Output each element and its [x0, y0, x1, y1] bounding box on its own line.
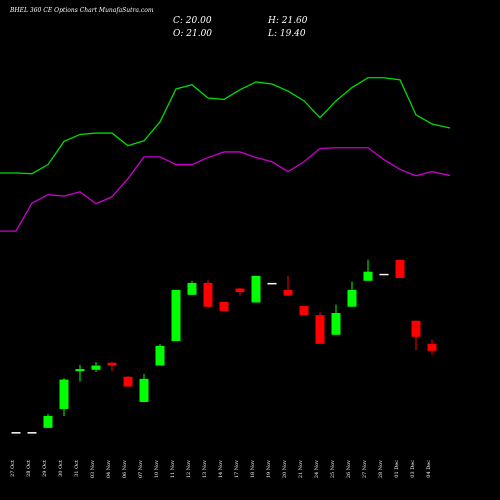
x-tick-label: 31 Oct [74, 460, 80, 477]
candle-body [331, 313, 341, 335]
x-tick-label: 13 Nov [202, 460, 208, 478]
x-tick-label: 28 Oct [26, 460, 32, 477]
candle-body [427, 343, 437, 351]
candle-body [139, 378, 149, 402]
candle-body [283, 289, 293, 296]
candle-body [203, 282, 213, 307]
candle-body [11, 432, 21, 434]
indicator-line [0, 147, 451, 232]
candle-body [379, 273, 389, 276]
ohlc-label: O: 21.00 [173, 29, 212, 39]
candle-body [43, 415, 53, 428]
x-tick-label: 18 Nov [250, 460, 256, 478]
x-tick-label: 17 Nov [234, 460, 240, 478]
ohlc-label: L: 19.40 [267, 29, 306, 39]
candle-body [251, 275, 261, 303]
candle-body [267, 282, 277, 285]
candle-body [299, 306, 309, 316]
x-tick-label: 20 Nov [282, 460, 288, 478]
x-tick-label: 29 Oct [42, 460, 48, 477]
candle-body [75, 369, 85, 372]
candle-body [411, 320, 421, 337]
candle-body [27, 432, 37, 434]
candle-body [59, 379, 69, 409]
candle-body [123, 376, 133, 387]
x-tick-label: 06 Nov [122, 460, 128, 478]
candle-body [363, 271, 373, 281]
x-tick-label: 14 Nov [218, 460, 224, 478]
x-tick-label: 19 Nov [266, 460, 272, 478]
x-tick-label: 28 Nov [378, 460, 384, 478]
candle-body [347, 289, 357, 307]
candle-body [91, 365, 101, 370]
x-tick-label: 04 Nov [106, 460, 112, 478]
x-tick-label: 25 Nov [330, 460, 336, 478]
ohlc-label: C: 20.00 [173, 16, 212, 26]
candle-body [235, 288, 245, 293]
candle-body [187, 282, 197, 295]
candle-body [107, 362, 117, 366]
x-tick-label: 01 Dec [394, 460, 400, 478]
x-tick-label: 27 Oct [10, 460, 16, 477]
x-tick-label: 07 Nov [138, 460, 144, 478]
x-tick-label: 03 Dec [410, 460, 416, 478]
x-tick-label: 10 Nov [154, 460, 160, 478]
candle-body [219, 301, 229, 311]
x-tick-label: 11 Nov [170, 460, 176, 478]
x-tick-label: 12 Nov [186, 460, 192, 478]
x-tick-label: 04 Dec [426, 460, 432, 478]
x-tick-label: 21 Nov [298, 460, 304, 478]
indicator-line [0, 77, 451, 175]
candle-body [171, 289, 181, 342]
x-tick-label: 26 Nov [346, 460, 352, 478]
x-tick-label: 24 Nov [314, 460, 320, 478]
candle-body [155, 345, 165, 366]
ohlc-label: H: 21.60 [267, 16, 308, 26]
candle-body [395, 259, 405, 279]
candle-body [315, 315, 325, 344]
x-tick-label: 27 Nov [362, 460, 368, 478]
x-tick-label: 03 Nov [90, 460, 96, 478]
chart-title: BHEL 360 CE Options Chart MunafaSutra.co… [9, 7, 154, 14]
x-tick-label: 30 Oct [58, 460, 64, 477]
